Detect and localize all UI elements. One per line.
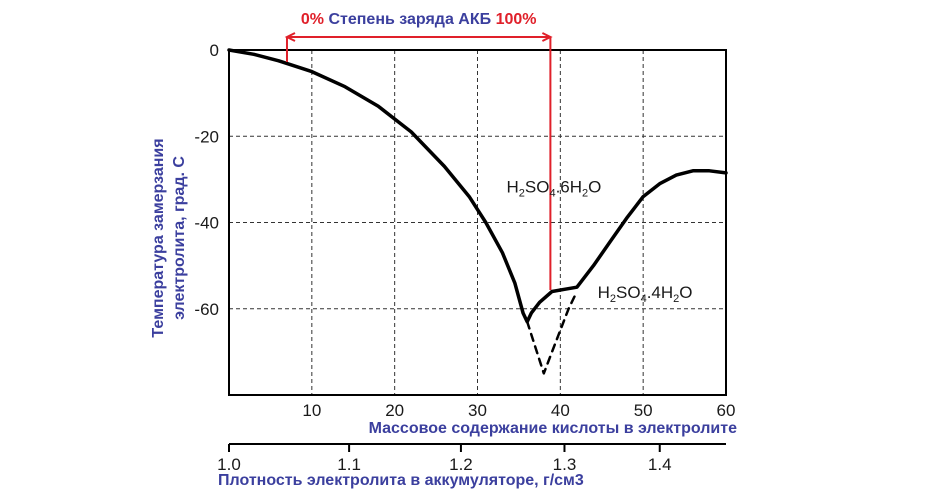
annotation-text: H (506, 177, 518, 196)
density-tick-label: 1.4 (648, 455, 672, 474)
annotation-subscript: 2 (582, 187, 588, 199)
charge-start-label: 0% (301, 11, 324, 28)
y-tick-label: -20 (194, 127, 219, 146)
annotation-text: .4H (647, 283, 673, 302)
density-tick-label: 1.1 (337, 455, 361, 474)
series-layer (227, 48, 728, 375)
density-axis-label: Плотность электролита в аккумуляторе, г/… (218, 472, 584, 489)
hydrate-annotation: H2SO4.4H2O (598, 283, 693, 305)
density-tick-label: 1.0 (217, 455, 241, 474)
density-axis: 1.0 1.1 1.2 1.3 1.4 Плотность электролита в … (217, 443, 726, 489)
annotation-subscript: 4 (641, 293, 647, 305)
annotation-subscript: 2 (519, 187, 525, 199)
annotation-text: H (598, 283, 610, 302)
x-tick-label: 40 (551, 401, 570, 420)
annotation-text: O (679, 283, 692, 302)
y-axis-label-line1: Температура замерзания (150, 138, 167, 337)
grid (229, 50, 726, 395)
series-line-solid (227, 48, 728, 324)
x-axis-label: Массовое содержание кислоты в электролит… (369, 420, 738, 437)
density-tick-label: 1.3 (553, 455, 577, 474)
y-tick-labels: 0 -20 -40 -60 (194, 41, 219, 319)
annotation-text: O (588, 177, 601, 196)
x-tick-label: 10 (302, 401, 321, 420)
y-tick-label: -60 (194, 300, 219, 319)
annotation-text: SO (616, 283, 641, 302)
x-tick-label: 20 (385, 401, 404, 420)
density-axis-ticks: 1.0 1.1 1.2 1.3 1.4 (217, 444, 672, 474)
series-line-dashed (525, 290, 579, 375)
annotation-text: .6H (556, 177, 582, 196)
density-tick-label: 1.2 (449, 455, 473, 474)
charge-bracket: 0% Степень заряда АКБ 100% (284, 11, 553, 290)
annotation-subscript: 4 (549, 187, 555, 199)
annotation-subscript: 2 (673, 293, 679, 305)
charge-middle-label: Степень заряда АКБ (324, 11, 496, 28)
plot-frame (228, 49, 727, 396)
hydrate-annotation: H2SO4.6H2O (506, 177, 601, 199)
x-tick-label: 50 (634, 401, 653, 420)
charge-bracket-label: 0% Степень заряда АКБ 100% (301, 11, 537, 28)
y-tick-label: -40 (194, 214, 219, 233)
y-axis-label-line2: электролита, град. С (171, 156, 188, 320)
annotation-subscript: 2 (610, 293, 616, 305)
x-tick-label: 30 (468, 401, 487, 420)
y-tick-label: 0 (210, 41, 219, 60)
annotation-text: SO (525, 177, 550, 196)
x-tick-labels: 10 20 30 40 50 60 (302, 401, 735, 420)
x-tick-label: 60 (717, 401, 736, 420)
charge-end-label: 100% (496, 11, 537, 28)
